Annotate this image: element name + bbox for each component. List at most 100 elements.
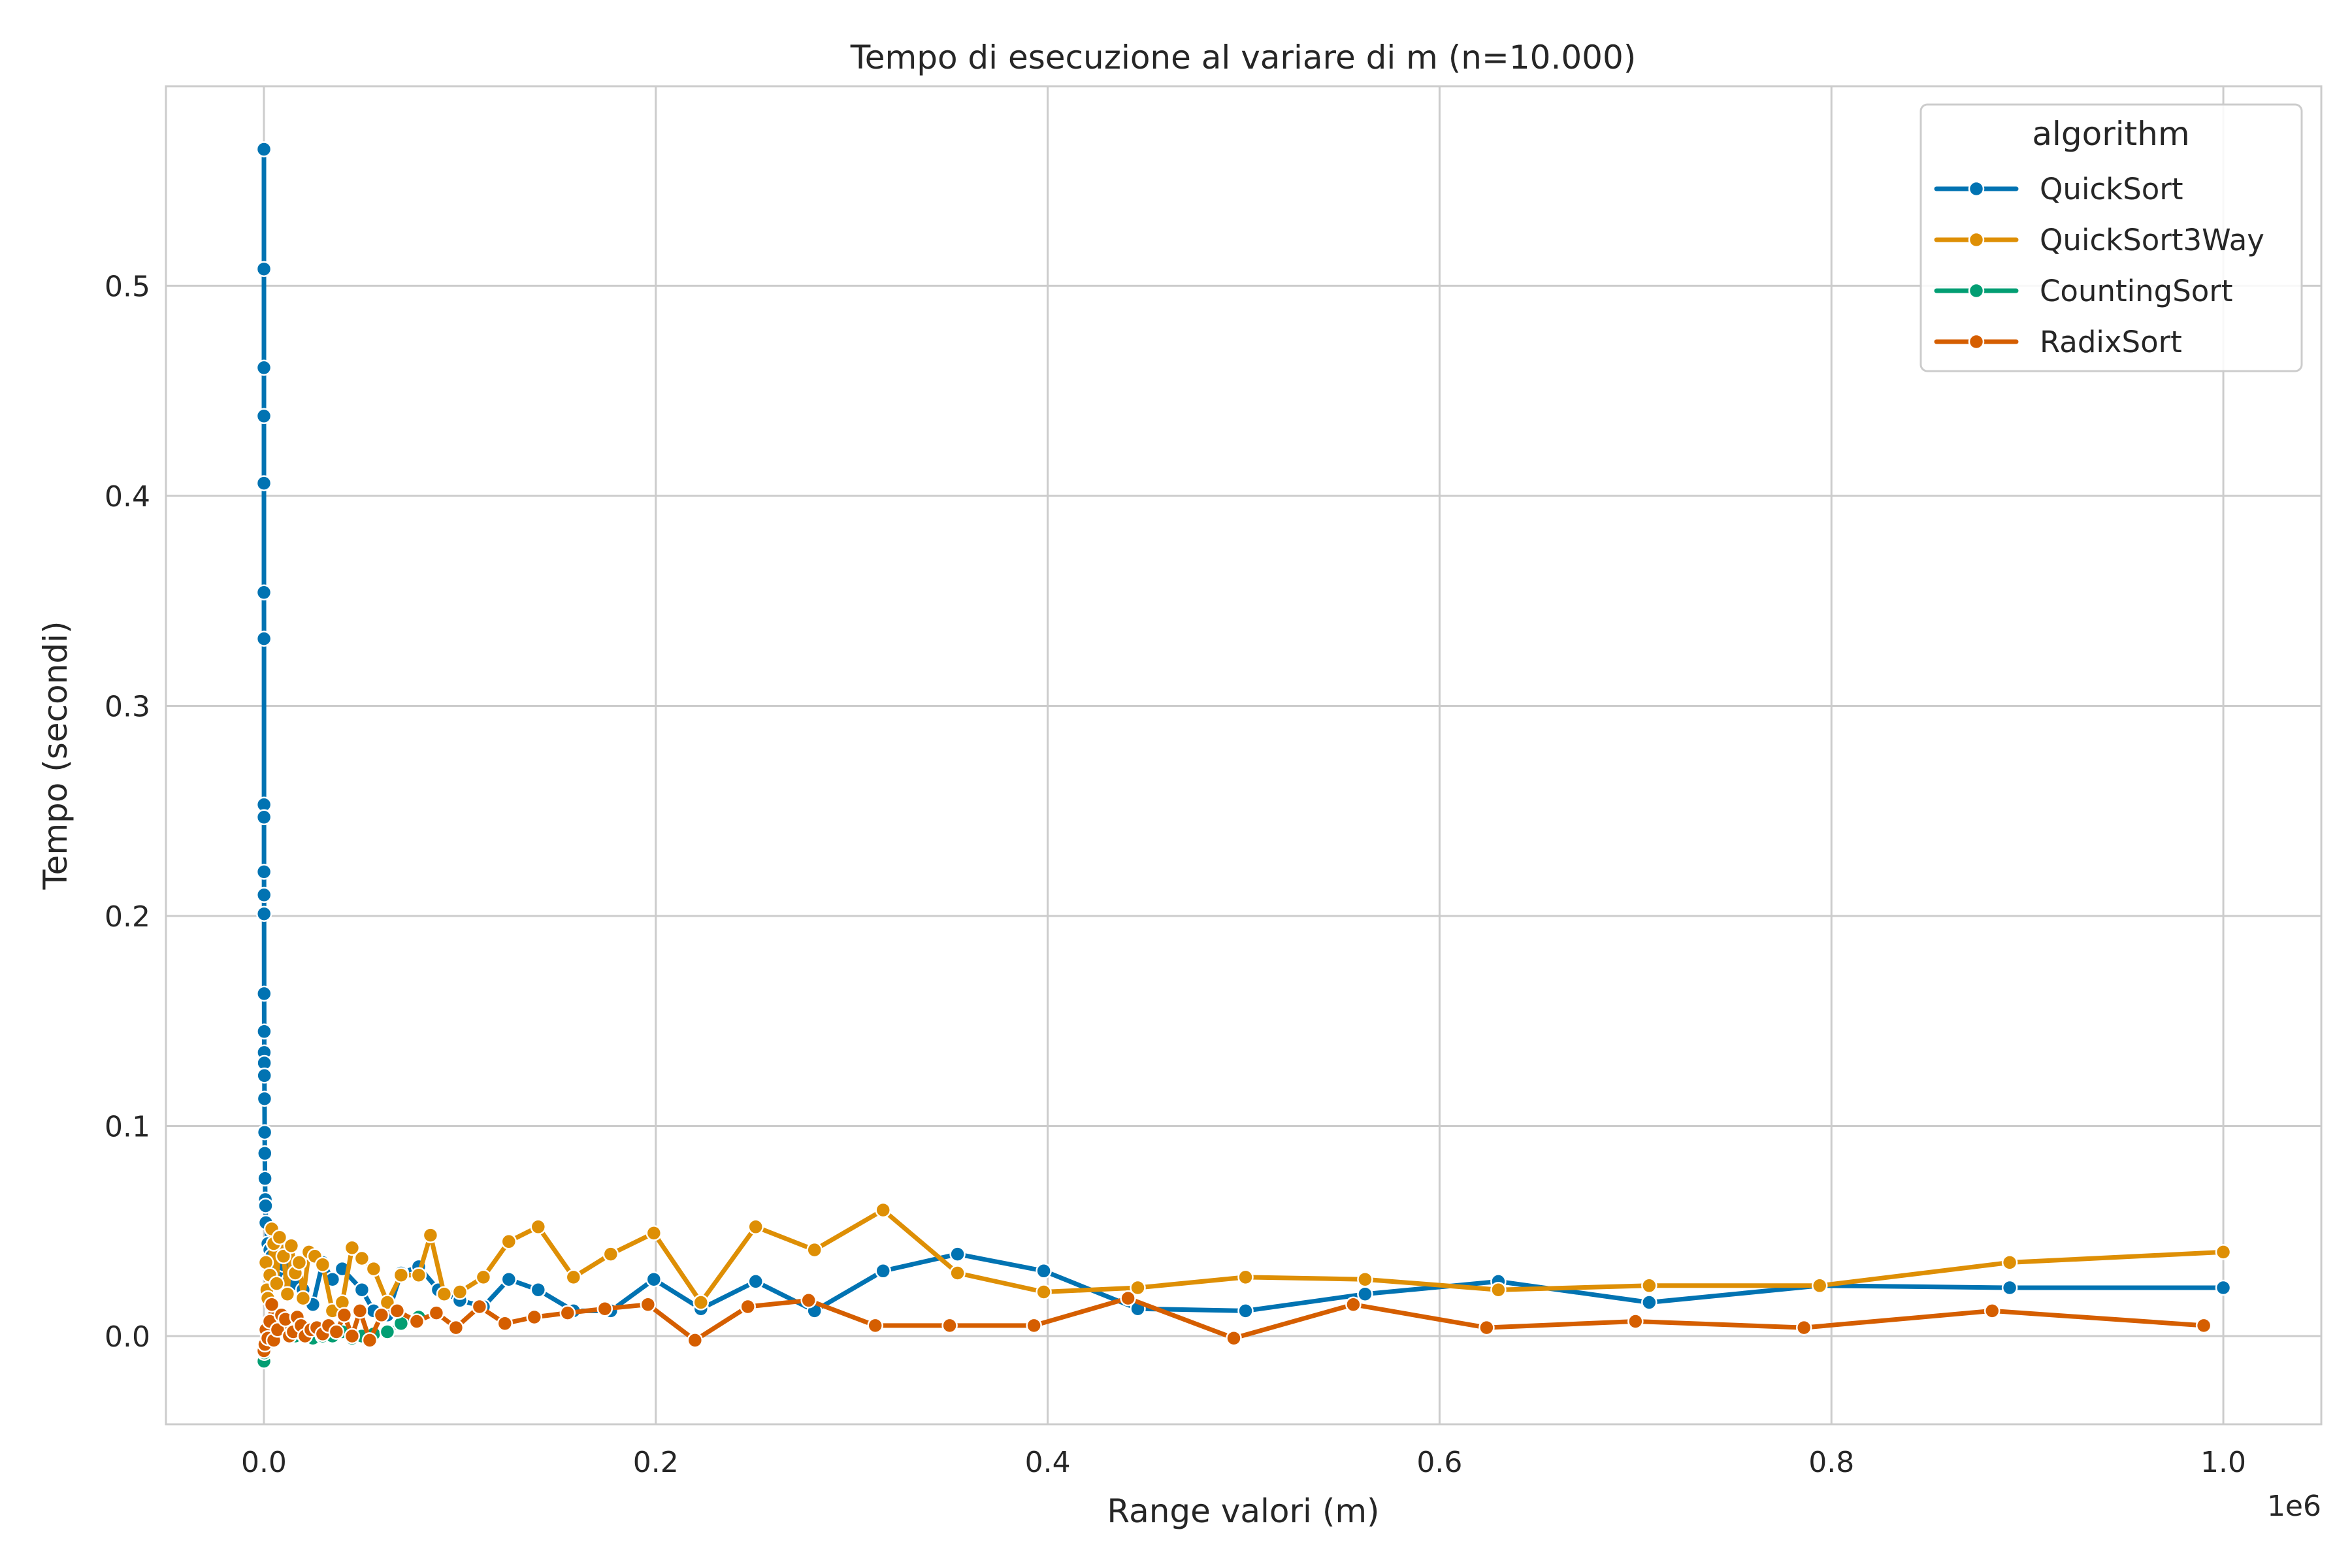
data-point bbox=[747, 1273, 764, 1290]
data-point bbox=[1357, 1271, 1373, 1288]
x-tick-label: 0.6 bbox=[1416, 1446, 1462, 1479]
legend-item-countingsort: CountingSort bbox=[1934, 274, 2232, 308]
data-point bbox=[275, 1248, 292, 1265]
legend-item-quicksort: QuickSort bbox=[1934, 172, 2183, 206]
data-point bbox=[279, 1286, 296, 1302]
x-tick-label: 0.0 bbox=[241, 1446, 287, 1479]
data-point bbox=[393, 1267, 410, 1283]
data-point bbox=[351, 1303, 368, 1319]
data-point bbox=[559, 1305, 576, 1321]
data-point bbox=[255, 359, 272, 376]
data-point bbox=[645, 1225, 662, 1241]
data-point bbox=[1345, 1296, 1362, 1313]
legend-item-quicksort3way: QuickSort3Way bbox=[1934, 223, 2264, 257]
data-point bbox=[867, 1317, 883, 1334]
data-point bbox=[1036, 1263, 1052, 1279]
data-point bbox=[255, 408, 272, 425]
data-point bbox=[389, 1303, 406, 1319]
data-point bbox=[949, 1246, 966, 1262]
legend-label: QuickSort3Way bbox=[2040, 223, 2264, 257]
data-point bbox=[361, 1332, 378, 1348]
legend-marker bbox=[1968, 282, 1985, 299]
grid-layer bbox=[166, 86, 2321, 1424]
data-point bbox=[1120, 1290, 1136, 1307]
data-point bbox=[379, 1324, 396, 1340]
data-point bbox=[645, 1271, 662, 1288]
y-tick-label: 0.2 bbox=[105, 900, 150, 934]
data-point bbox=[1036, 1284, 1052, 1300]
legend-marker bbox=[1968, 333, 1985, 350]
data-point bbox=[806, 1241, 823, 1258]
data-point bbox=[1026, 1317, 1042, 1334]
data-point bbox=[1478, 1319, 1495, 1336]
data-point bbox=[800, 1292, 817, 1309]
data-point bbox=[475, 1269, 492, 1286]
legend-marker bbox=[1968, 231, 1985, 248]
data-point bbox=[1357, 1286, 1373, 1302]
data-point bbox=[257, 1145, 273, 1162]
data-point bbox=[283, 1237, 300, 1254]
data-point bbox=[257, 1170, 273, 1187]
y-tick-label: 0.4 bbox=[105, 480, 150, 514]
data-point bbox=[256, 1023, 272, 1040]
data-point bbox=[255, 141, 272, 157]
series-radixsort bbox=[255, 1290, 2212, 1359]
data-point bbox=[344, 1239, 361, 1256]
data-point bbox=[497, 1315, 514, 1331]
data-point bbox=[255, 630, 272, 647]
x-axis-offset-label: 1e6 bbox=[2267, 1490, 2321, 1523]
data-point bbox=[263, 1296, 280, 1313]
series-quicksort3way bbox=[257, 1201, 2232, 1319]
data-point bbox=[1130, 1279, 1146, 1296]
data-point bbox=[255, 261, 272, 277]
chart-title: Tempo di esecuzione al variare di m (n=1… bbox=[850, 39, 1637, 76]
data-point bbox=[295, 1290, 312, 1307]
legend: algorithm QuickSort QuickSort3Way Counting… bbox=[1919, 103, 2303, 372]
legend-box bbox=[1919, 103, 2303, 372]
data-point bbox=[436, 1286, 453, 1302]
data-point bbox=[269, 1275, 285, 1292]
tick-layer: 0.0 0.2 0.4 0.6 0.8 1.0 0.0 0.1 0.2 0.3 0.4 0.5 bbox=[105, 270, 2246, 1479]
y-tick-label: 0.5 bbox=[105, 270, 150, 303]
data-point bbox=[410, 1267, 427, 1283]
data-point bbox=[336, 1307, 353, 1324]
x-tick-label: 0.8 bbox=[1808, 1446, 1854, 1479]
data-point bbox=[1237, 1269, 1254, 1286]
legend-marker bbox=[1968, 180, 1985, 197]
data-point bbox=[255, 809, 272, 826]
plot-frame bbox=[165, 85, 2323, 1426]
data-point bbox=[565, 1269, 582, 1286]
data-point bbox=[1641, 1277, 1658, 1294]
data-point bbox=[1226, 1330, 1242, 1347]
legend-label: RadixSort bbox=[2040, 325, 2182, 359]
data-point bbox=[640, 1296, 657, 1313]
data-point bbox=[530, 1218, 547, 1235]
data-point bbox=[1237, 1303, 1254, 1319]
data-point bbox=[256, 1090, 273, 1107]
data-point bbox=[526, 1309, 543, 1326]
data-point bbox=[373, 1307, 390, 1324]
data-point bbox=[2215, 1244, 2232, 1260]
data-point bbox=[687, 1332, 704, 1348]
data-point bbox=[448, 1319, 465, 1336]
legend-label: QuickSort bbox=[2040, 172, 2183, 206]
x-tick-label: 1.0 bbox=[2200, 1446, 2246, 1479]
data-point bbox=[602, 1246, 619, 1262]
data-point bbox=[451, 1284, 468, 1300]
legend-item-radixsort: RadixSort bbox=[1934, 325, 2182, 359]
data-point bbox=[747, 1218, 764, 1235]
data-point bbox=[257, 1198, 274, 1214]
data-point bbox=[941, 1317, 958, 1334]
data-point bbox=[365, 1260, 382, 1277]
x-tick-label: 0.2 bbox=[633, 1446, 679, 1479]
legend-items: QuickSort QuickSort3Way CountingSort RadixS… bbox=[1934, 172, 2264, 359]
data-point bbox=[428, 1305, 445, 1321]
data-point bbox=[271, 1229, 288, 1246]
y-axis-label: Tempo (secondi) bbox=[37, 621, 74, 890]
data-point bbox=[1641, 1294, 1658, 1311]
data-point bbox=[875, 1263, 891, 1279]
data-point bbox=[422, 1227, 439, 1243]
data-point bbox=[2215, 1279, 2232, 1296]
data-point bbox=[2195, 1317, 2212, 1334]
